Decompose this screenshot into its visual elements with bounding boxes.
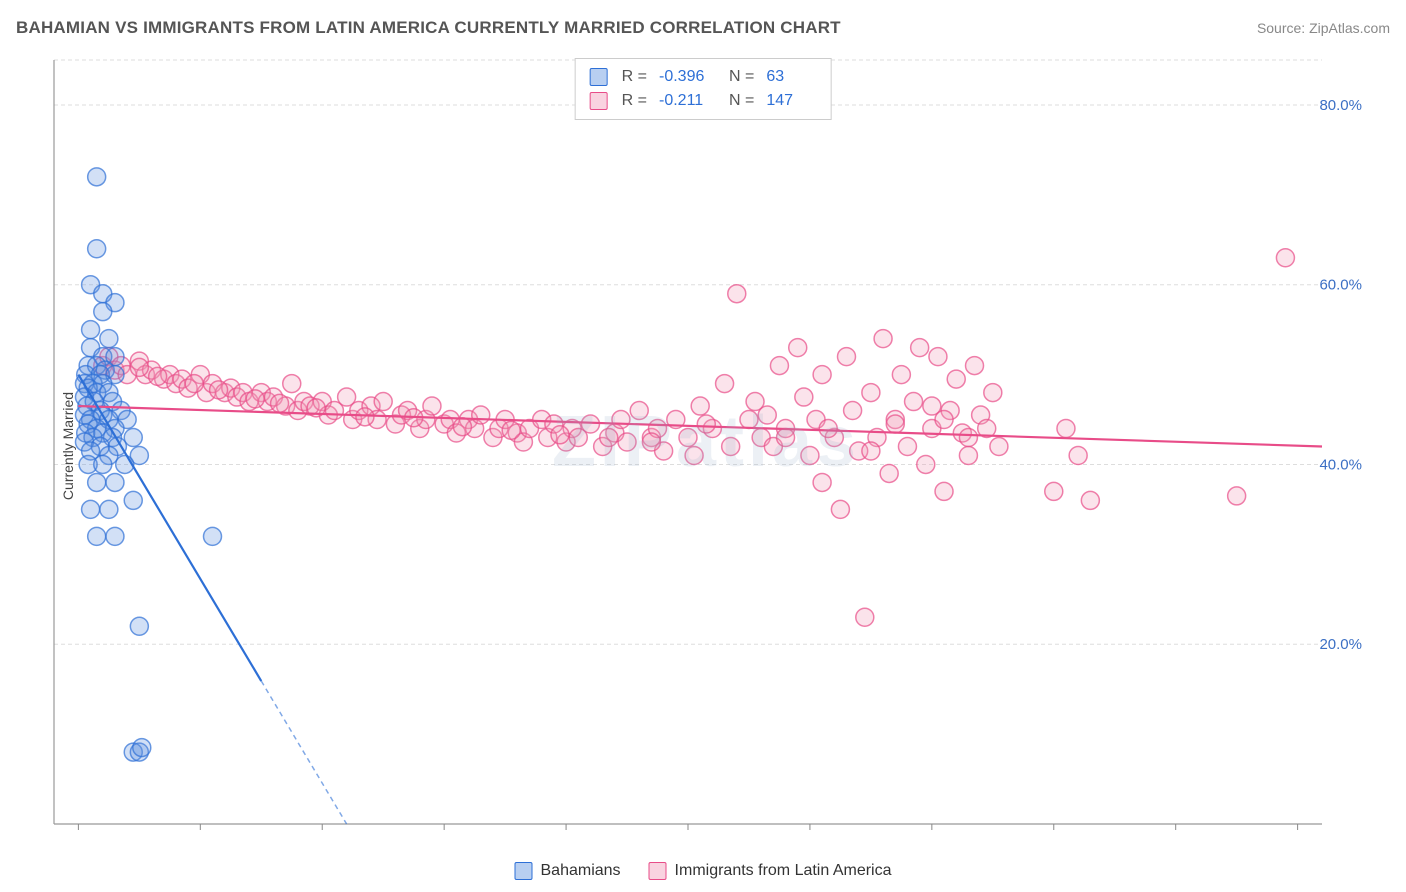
legend: Bahamians Immigrants from Latin America [515,862,892,880]
r-value-bahamians: -0.396 [659,65,709,89]
chart-header: BAHAMIAN VS IMMIGRANTS FROM LATIN AMERIC… [16,18,1390,38]
swatch-latin [590,92,608,110]
svg-text:80.0%: 80.0% [1319,97,1362,114]
legend-swatch-bahamians [515,862,533,880]
r-value-latin: -0.211 [659,89,709,113]
svg-text:60.0%: 60.0% [1319,277,1362,294]
scatter-chart: 20.0%40.0%60.0%80.0%0.0%100.0% ZIPatlas [48,54,1364,830]
chart-title: BAHAMIAN VS IMMIGRANTS FROM LATIN AMERIC… [16,18,841,38]
legend-swatch-latin [649,862,667,880]
n-value-bahamians: 63 [766,65,816,89]
swatch-bahamians [590,68,608,86]
svg-text:40.0%: 40.0% [1319,456,1362,473]
n-value-latin: 147 [766,89,816,113]
correlation-stats-box: R = -0.396 N = 63 R = -0.211 N = 147 [575,58,832,120]
svg-text:20.0%: 20.0% [1319,636,1362,653]
legend-item-bahamians: Bahamians [515,862,621,880]
chart-svg: 20.0%40.0%60.0%80.0%0.0%100.0% [48,54,1364,830]
source-link[interactable]: ZipAtlas.com [1309,20,1390,36]
stats-row-bahamians: R = -0.396 N = 63 [590,65,817,89]
legend-item-latin: Immigrants from Latin America [649,862,892,880]
stats-row-latin: R = -0.211 N = 147 [590,89,817,113]
source-attribution: Source: ZipAtlas.com [1257,20,1390,36]
